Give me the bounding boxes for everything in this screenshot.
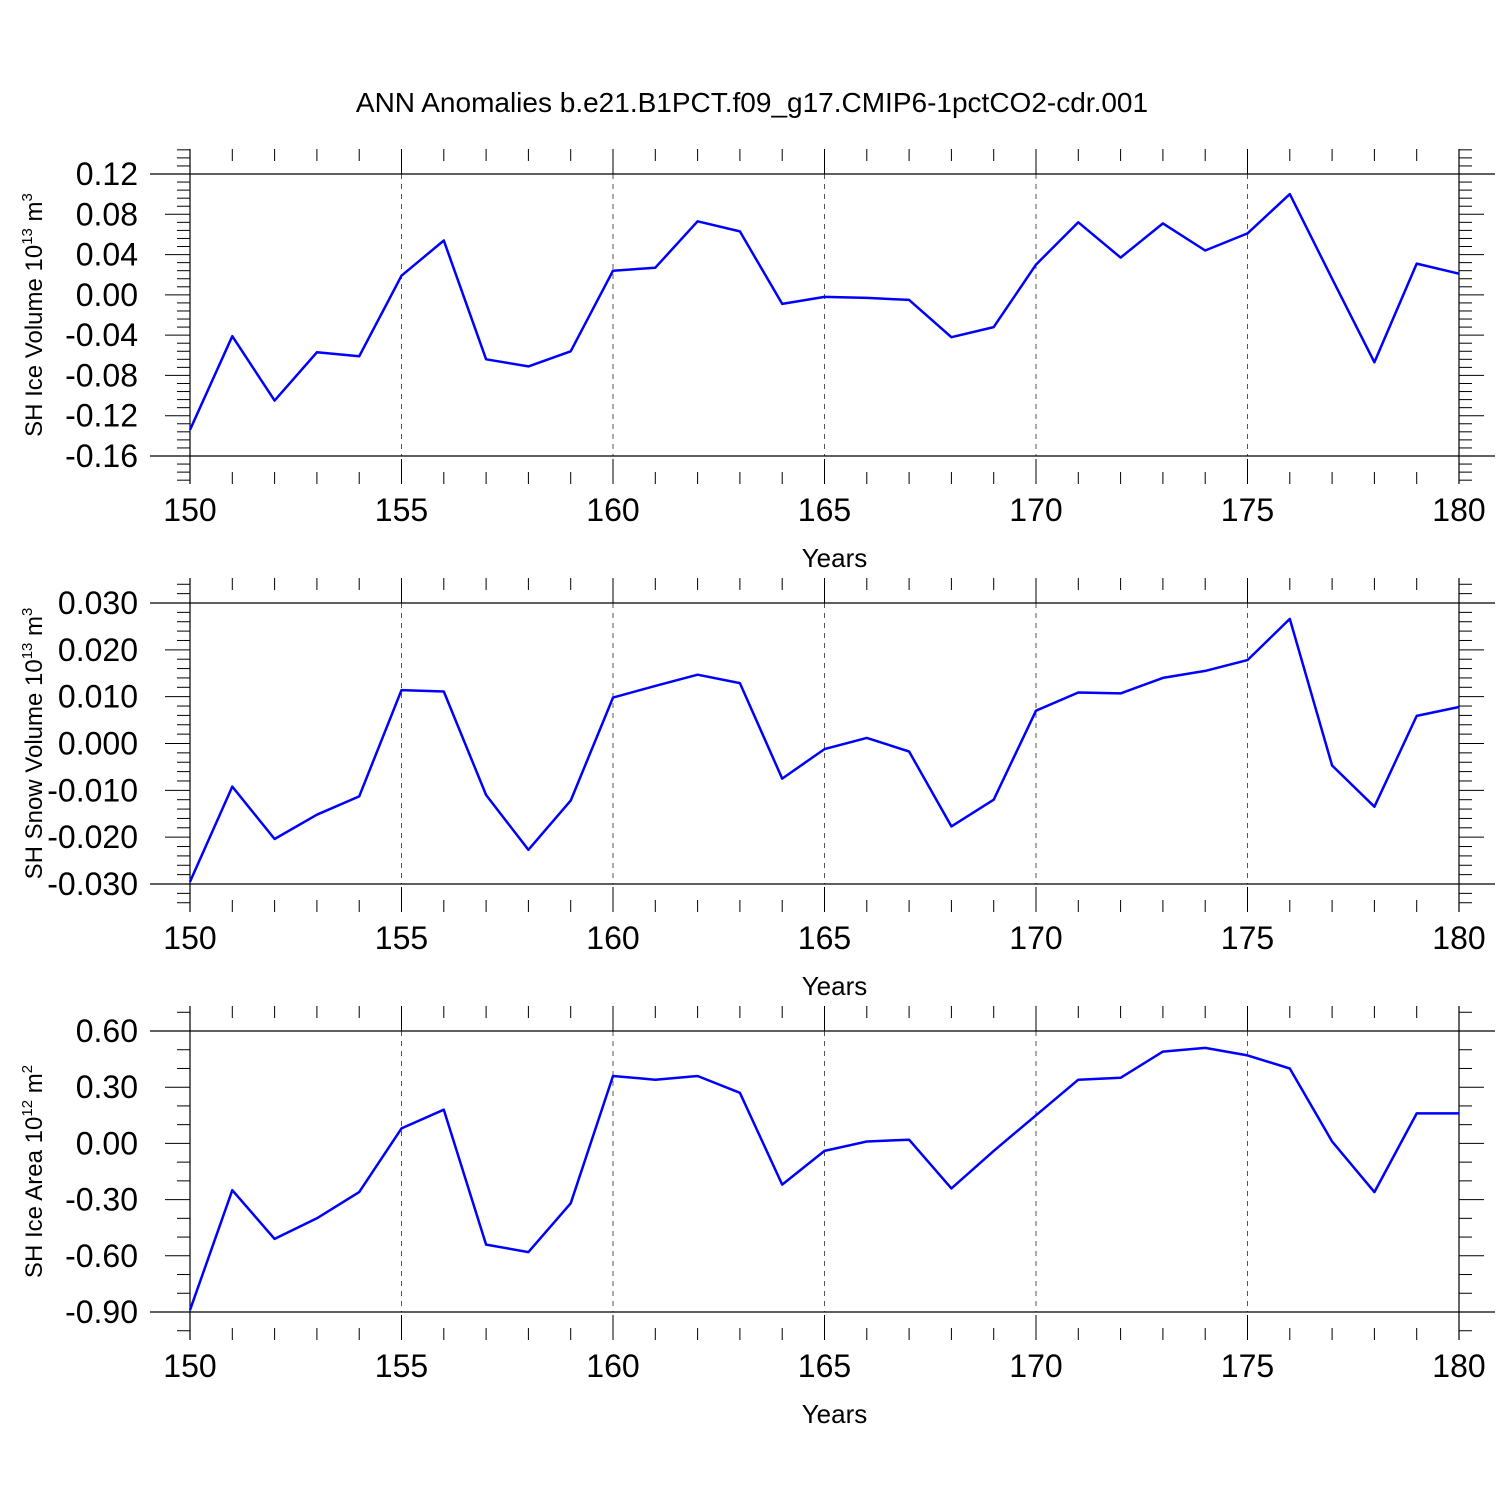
y-axis-title-exp: 13 [19,228,36,245]
chart-title: ANN Anomalies b.e21.B1PCT.f09_g17.CMIP6-… [356,87,1148,118]
y-axis-title-unit-exp: 3 [19,608,36,616]
y-axis-title: SH Ice Volume 1013 m3 [19,193,48,437]
x-tick-label: 150 [163,920,216,956]
y-axis-title-exp: 13 [19,643,36,660]
x-tick-label: 175 [1221,920,1274,956]
y-axis-title-unit-exp: 3 [19,193,36,201]
x-tick-label: 155 [375,1348,428,1384]
panel-sh-ice-volume: 150 155 160 165 170 175 180 Years 0.12 0.08 0.04 0.… [19,149,1495,573]
y-tick-label: -0.90 [65,1294,138,1330]
y-tick-label: -0.020 [47,819,138,855]
y-axis-title-unit: m [21,616,48,643]
y-tick-label: 0.08 [76,196,138,232]
x-axis-title: Years [802,543,868,573]
x-tick-label: 175 [1221,1348,1274,1384]
y-tick-label: -0.12 [65,398,138,434]
x-tick-label: 165 [798,1348,851,1384]
y-axis-title: SH Snow Volume 1013 m3 [19,608,48,880]
y-tick-label: 0.010 [58,679,138,715]
x-tick-label: 150 [163,492,216,528]
y-tick-label: -0.04 [65,317,138,353]
y-tick-label: -0.30 [65,1182,138,1218]
y-tick-label: 0.00 [76,277,138,313]
x-tick-label: 165 [798,492,851,528]
x-tick-label: 160 [586,920,639,956]
x-tick-label: 170 [1009,1348,1062,1384]
x-tick-label: 180 [1432,492,1485,528]
x-axis-title: Years [802,1399,868,1429]
y-tick-label: 0.00 [76,1125,138,1161]
x-tick-label: 180 [1432,1348,1485,1384]
y-tick-label: -0.030 [47,866,138,902]
series-line [188,192,1460,431]
y-axis-title: SH Ice Area 1012 m2 [19,1065,48,1278]
y-tick-label: -0.16 [65,438,138,474]
y-tick-label: 0.60 [76,1013,138,1049]
panel-sh-snow-volume: 150 155 160 165 170 175 180 Years 0.030 0.020 0.01… [19,578,1495,1001]
y-axis-title-main: SH Ice Area 10 [21,1117,48,1278]
y-tick-label: -0.60 [65,1238,138,1274]
x-tick-label: 160 [586,1348,639,1384]
y-tick-label: 0.000 [58,726,138,762]
panel-sh-ice-area: 150 155 160 165 170 175 180 Years 0.60 0.30 0.00 -0… [19,1006,1495,1429]
y-tick-label: 0.30 [76,1069,138,1105]
x-tick-label: 165 [798,920,851,956]
y-tick-label: -0.08 [65,357,138,393]
y-axis-title-unit: m [21,201,48,228]
x-tick-label: 160 [586,492,639,528]
y-tick-label: 0.12 [76,156,138,192]
y-tick-label: -0.010 [47,772,138,808]
y-axis-title-main: SH Ice Volume 10 [21,245,48,437]
series-line [188,617,1460,883]
y-tick-label: 0.020 [58,632,138,668]
x-tick-label: 150 [163,1348,216,1384]
y-tick-label: 0.04 [76,237,138,273]
y-axis-title-exp: 12 [19,1100,36,1117]
y-axis-title-unit-exp: 2 [19,1065,36,1073]
series-line [188,1046,1459,1311]
y-axis-title-main: SH Snow Volume 10 [21,659,48,879]
x-tick-label: 180 [1432,920,1485,956]
x-tick-label: 170 [1009,920,1062,956]
y-tick-label: 0.030 [58,585,138,621]
x-tick-label: 175 [1221,492,1274,528]
x-tick-label: 155 [375,920,428,956]
x-tick-label: 155 [375,492,428,528]
x-axis-title: Years [802,971,868,1001]
y-axis-title-unit: m [21,1073,48,1100]
x-tick-label: 170 [1009,492,1062,528]
